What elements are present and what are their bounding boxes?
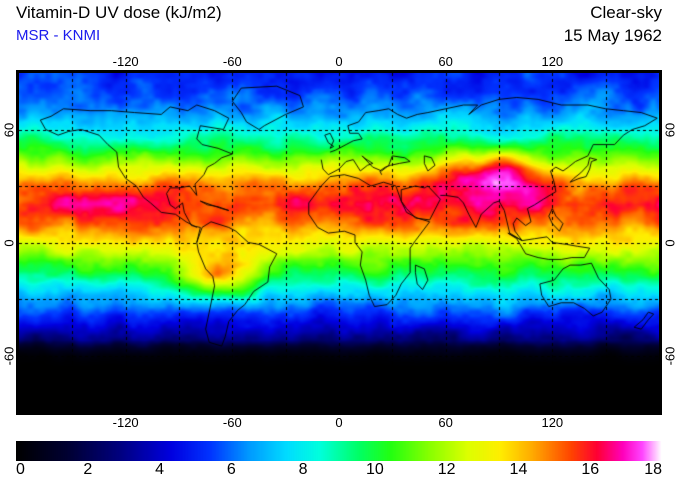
y-tick-label: -60 (1, 346, 17, 365)
colorbar-gradient (16, 441, 662, 461)
x-tick-mark-bottom (286, 412, 339, 415)
x-tick-mark-top (392, 70, 445, 73)
colorbar-tick-label: 16 (581, 461, 600, 478)
page-title: Vitamin-D UV dose (kJ/m2) (16, 3, 222, 22)
x-tick-mark-top (499, 70, 552, 73)
x-tick-mark-top (72, 70, 125, 73)
x-tick-label: 60 (438, 54, 453, 69)
colorbar-tick-label: 6 (226, 461, 236, 478)
y-tick-mark-left (16, 243, 19, 300)
x-tick-label: 120 (541, 415, 564, 430)
colorbar-tick-label: 12 (437, 461, 456, 478)
x-tick-label: -60 (222, 54, 242, 69)
x-tick-label: -60 (222, 415, 242, 430)
y-tick-label: 60 (662, 122, 678, 137)
condition-label: Clear-sky (590, 3, 662, 22)
y-tick-label: 0 (662, 238, 678, 247)
colorbar-tick-label: 10 (365, 461, 384, 478)
uv-dose-heatmap (19, 73, 659, 412)
date-label: 15 May 1962 (563, 26, 662, 45)
colorbar-tick-label: 4 (155, 461, 164, 478)
y-tick-mark-right (659, 243, 662, 300)
x-tick-label: -120 (112, 415, 139, 430)
x-tick-label: 0 (335, 54, 343, 69)
x-tick-label: 60 (438, 415, 453, 430)
x-tick-mark-bottom (606, 412, 659, 415)
y-tick-mark-left (16, 130, 19, 187)
colorbar-tick-label: 8 (298, 461, 308, 478)
x-tick-label: 120 (541, 54, 564, 69)
y-tick-label: 0 (1, 238, 17, 247)
colorbar-tick-label: 14 (509, 461, 528, 478)
x-tick-label: 0 (335, 415, 343, 430)
colorbar (16, 441, 662, 461)
x-tick-label: -120 (112, 54, 139, 69)
x-tick-mark-top (179, 70, 232, 73)
colorbar-tick-labels: 0 2 4 6 8 10 12 14 16 18 (0, 461, 678, 480)
y-tick-label: 60 (1, 122, 17, 137)
y-tick-mark-right (659, 130, 662, 187)
x-tick-mark-top (286, 70, 339, 73)
map-plot-area (16, 70, 662, 415)
y-tick-label: -60 (662, 346, 678, 365)
colorbar-tick-label: 2 (83, 461, 93, 478)
source-label: MSR - KNMI (16, 27, 101, 44)
colorbar-tick-label: 0 (16, 461, 25, 478)
x-tick-mark-top (606, 70, 659, 73)
colorbar-tick-label: 18 (644, 461, 662, 478)
